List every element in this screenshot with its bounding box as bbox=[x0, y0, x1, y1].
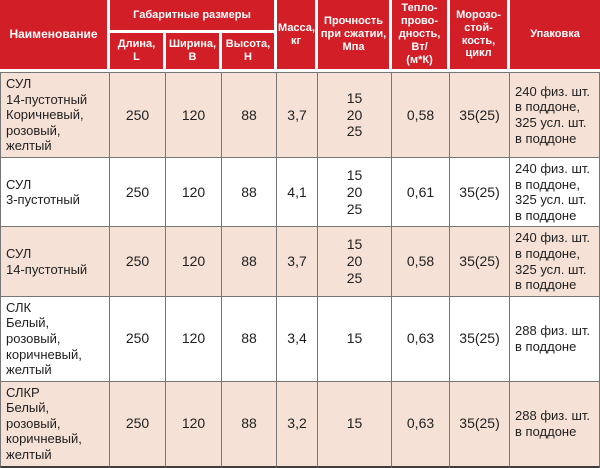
table-body: СУЛ 14-пустотный Коричневый, розовый, же… bbox=[0, 72, 600, 468]
cell-strength: 15 20 25 bbox=[318, 72, 393, 158]
cell-frost: 35(25) bbox=[450, 72, 511, 158]
cell-width: 120 bbox=[166, 157, 222, 228]
header-width: Ширина, В bbox=[166, 33, 222, 72]
cell-packaging: 240 физ. шт. в поддоне, 325 усл. шт. в п… bbox=[510, 157, 600, 228]
table-header: Наименование Габаритные размеры Масса, к… bbox=[0, 0, 600, 72]
cell-length: 250 bbox=[110, 157, 166, 228]
table-row: СЛК Белый, розовый, коричневый, желтый 2… bbox=[0, 296, 600, 382]
cell-height: 88 bbox=[222, 381, 278, 468]
cell-height: 88 bbox=[222, 227, 278, 297]
cell-strength: 15 20 25 bbox=[318, 157, 393, 228]
cell-packaging: 240 физ. шт. в поддоне, 325 усл. шт. в п… bbox=[510, 72, 600, 158]
cell-thermal: 0,63 bbox=[392, 296, 451, 382]
cell-name: СУЛ 14-пустотный Коричневый, розовый, же… bbox=[0, 72, 110, 158]
cell-mass: 3,2 bbox=[277, 381, 319, 468]
table-row: СУЛ 3-пустотный 250 120 88 4,1 15 20 25 … bbox=[0, 157, 600, 228]
cell-strength: 15 bbox=[318, 296, 393, 382]
cell-name: СЛКР Белый, розовый, коричневый, желтый bbox=[0, 381, 110, 468]
cell-frost: 35(25) bbox=[450, 227, 511, 297]
table-row: СУЛ 14-пустотный 250 120 88 3,7 15 20 25… bbox=[0, 227, 600, 297]
header-length: Длина, L bbox=[110, 33, 166, 72]
cell-width: 120 bbox=[166, 227, 222, 297]
header-strength: Прочность при сжатии, Мпа bbox=[318, 0, 393, 72]
cell-width: 120 bbox=[166, 296, 222, 382]
cell-thermal: 0,61 bbox=[392, 157, 451, 228]
header-frost: Морозо- стой- кость, цикл bbox=[450, 0, 511, 72]
cell-height: 88 bbox=[222, 296, 278, 382]
cell-thermal: 0,58 bbox=[392, 227, 451, 297]
cell-packaging: 240 физ. шт. в поддоне, 325 усл. шт. в п… bbox=[510, 227, 600, 297]
cell-length: 250 bbox=[110, 72, 166, 158]
table-row: СУЛ 14-пустотный Коричневый, розовый, же… bbox=[0, 72, 600, 158]
cell-thermal: 0,58 bbox=[392, 72, 451, 158]
cell-length: 250 bbox=[110, 296, 166, 382]
cell-length: 250 bbox=[110, 381, 166, 468]
header-mass: Масса, кг bbox=[277, 0, 319, 72]
table-row: СЛКР Белый, розовый, коричневый, желтый … bbox=[0, 381, 600, 468]
cell-height: 88 bbox=[222, 157, 278, 228]
cell-width: 120 bbox=[166, 381, 222, 468]
cell-name: СЛК Белый, розовый, коричневый, желтый bbox=[0, 296, 110, 382]
cell-mass: 3,7 bbox=[277, 227, 319, 297]
cell-mass: 3,4 bbox=[277, 296, 319, 382]
cell-frost: 35(25) bbox=[450, 381, 511, 468]
header-dimensions-group: Габаритные размеры bbox=[110, 0, 278, 33]
cell-name: СУЛ 14-пустотный bbox=[0, 227, 110, 297]
cell-strength: 15 20 25 bbox=[318, 227, 393, 297]
cell-packaging: 288 физ. шт. в поддоне bbox=[510, 296, 600, 382]
header-name: Наименование bbox=[0, 0, 110, 72]
cell-height: 88 bbox=[222, 72, 278, 158]
cell-mass: 3,7 bbox=[277, 72, 319, 158]
header-height: Высота, Н bbox=[222, 33, 278, 72]
cell-frost: 35(25) bbox=[450, 157, 511, 228]
cell-length: 250 bbox=[110, 227, 166, 297]
cell-width: 120 bbox=[166, 72, 222, 158]
header-packaging: Упаковка bbox=[510, 0, 600, 72]
cell-mass: 4,1 bbox=[277, 157, 319, 228]
cell-name: СУЛ 3-пустотный bbox=[0, 157, 110, 228]
cell-strength: 15 bbox=[318, 381, 393, 468]
cell-frost: 35(25) bbox=[450, 296, 511, 382]
cell-packaging: 288 физ. шт. в поддоне bbox=[510, 381, 600, 468]
cell-thermal: 0,63 bbox=[392, 381, 451, 468]
header-thermal: Тепло- прово- дность, Вт/ (м*К) bbox=[392, 0, 451, 72]
